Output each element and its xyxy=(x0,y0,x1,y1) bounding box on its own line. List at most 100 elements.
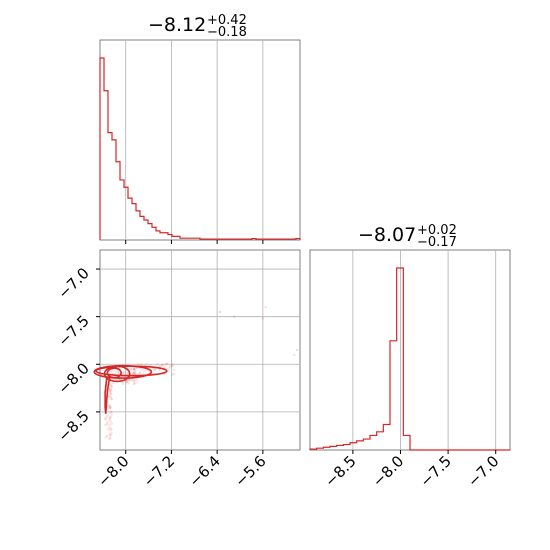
scatter-point xyxy=(132,378,136,382)
scatter-point xyxy=(109,388,112,391)
scatter-point xyxy=(292,353,296,357)
scatter-point xyxy=(110,385,113,388)
hist-top-left-title: −8.12 +0.42 −0.18 xyxy=(148,13,247,40)
scatter-grid xyxy=(100,250,300,450)
x-tick-label: −8.0 xyxy=(94,452,132,490)
scatter-point xyxy=(110,431,113,435)
scatter-point xyxy=(126,378,130,382)
scatter-point xyxy=(166,362,169,365)
scatter-point xyxy=(109,427,113,430)
scatter-point xyxy=(132,367,136,371)
scatter-point xyxy=(264,305,268,309)
scatter-point xyxy=(109,395,113,399)
scatter-point xyxy=(125,380,129,384)
scatter-point xyxy=(109,437,112,440)
scatter-point xyxy=(133,372,137,375)
scatter-point xyxy=(108,389,112,392)
scatter-point xyxy=(109,397,113,401)
hist-top-left-frame xyxy=(99,39,301,241)
hist-top-left-grid xyxy=(125,40,264,244)
y-tick-label: −8.5 xyxy=(54,407,92,445)
scatter-point xyxy=(132,367,136,371)
scatter-point xyxy=(107,428,110,431)
scatter-point xyxy=(172,372,176,376)
x-tick-label: −7.2 xyxy=(140,452,178,490)
scatter-point xyxy=(107,414,110,417)
hist-bottom-right-frame xyxy=(309,249,511,451)
scatter-point xyxy=(109,415,113,419)
scatter-point xyxy=(121,371,125,374)
scatter-point xyxy=(132,382,136,385)
scatter-point xyxy=(127,382,130,385)
hist-top-left-title-lower: −0.18 xyxy=(207,25,247,40)
x-tick-label: −7.5 xyxy=(416,452,454,490)
scatter-point xyxy=(151,367,155,371)
contour-line xyxy=(103,365,131,383)
y-tick-label: −7.5 xyxy=(54,312,92,350)
scatter-point xyxy=(108,433,112,436)
scatter-point xyxy=(133,367,136,371)
scatter-point xyxy=(109,388,113,392)
scatter-point xyxy=(110,385,113,388)
scatter-point xyxy=(131,371,135,375)
scatter-point xyxy=(232,315,236,318)
scatter-point xyxy=(171,373,174,376)
hist-bottom-right-title-upper: +0.02 xyxy=(417,223,457,238)
scatter-point xyxy=(116,370,120,373)
scatter-contours xyxy=(93,364,168,414)
scatter-point xyxy=(153,368,156,371)
scatter-point xyxy=(162,369,166,372)
scatter-point xyxy=(108,433,112,437)
scatter-point xyxy=(137,372,141,376)
hist-bottom-right-title-value: −8.07 xyxy=(358,224,416,246)
scatter-point xyxy=(104,423,107,427)
contour-line xyxy=(106,367,122,379)
scatter-point xyxy=(108,405,112,408)
hist-top-left-title-value: −8.12 xyxy=(148,14,206,36)
scatter-point xyxy=(139,370,142,374)
scatter-point xyxy=(109,392,113,396)
scatter-point xyxy=(117,372,120,375)
scatter-point xyxy=(109,406,113,409)
scatter-bottom-left-panel: −8.0 −7.2 −6.4 −5.6−7.0−7.5−8.0−8.5 xyxy=(54,249,301,491)
scatter-point xyxy=(121,382,125,386)
scatter-point xyxy=(110,410,113,414)
scatter-point xyxy=(132,370,136,374)
hist-bottom-right-steps xyxy=(309,267,510,451)
scatter-point xyxy=(130,378,134,382)
hist-top-left-steps xyxy=(99,57,301,240)
y-tick-label: −7.0 xyxy=(54,264,92,302)
scatter-point xyxy=(164,362,168,365)
scatter-point xyxy=(132,368,136,371)
scatter-point xyxy=(129,366,132,370)
scatter-point xyxy=(104,417,108,421)
scatter-point xyxy=(104,417,107,420)
scatter-point xyxy=(108,416,112,420)
scatter-point xyxy=(110,422,113,425)
contour-line xyxy=(95,365,168,377)
scatter-point xyxy=(163,364,167,368)
scatter-point xyxy=(135,379,139,382)
scatter-point xyxy=(111,381,115,385)
scatter-point xyxy=(117,370,121,374)
scatter-point xyxy=(148,363,152,367)
hist-bottom-right-title: −8.07 +0.02 −0.17 xyxy=(358,223,457,250)
scatter-point xyxy=(123,371,127,374)
scatter-point xyxy=(111,371,114,374)
scatter-point xyxy=(218,310,222,314)
hist-bottom-right-panel: −8.5 −8.0 −7.5 −7.0 −8.07 +0.02 −0.17 xyxy=(309,223,511,491)
scatter-point xyxy=(142,370,146,374)
scatter-point xyxy=(107,404,111,407)
scatter-point xyxy=(129,378,132,381)
hist-bottom-right-ticks: −8.5 −8.0 −7.5 −7.0 xyxy=(321,450,503,491)
x-tick-label: −8.5 xyxy=(321,452,359,490)
scatter-point xyxy=(108,437,111,440)
scatter-point xyxy=(110,397,114,401)
scatter-point xyxy=(110,368,114,372)
scatter-point xyxy=(129,367,133,371)
scatter-point xyxy=(110,413,113,416)
scatter-point xyxy=(114,370,117,374)
hist-bottom-right-grid xyxy=(352,250,497,450)
scatter-point xyxy=(104,436,108,439)
